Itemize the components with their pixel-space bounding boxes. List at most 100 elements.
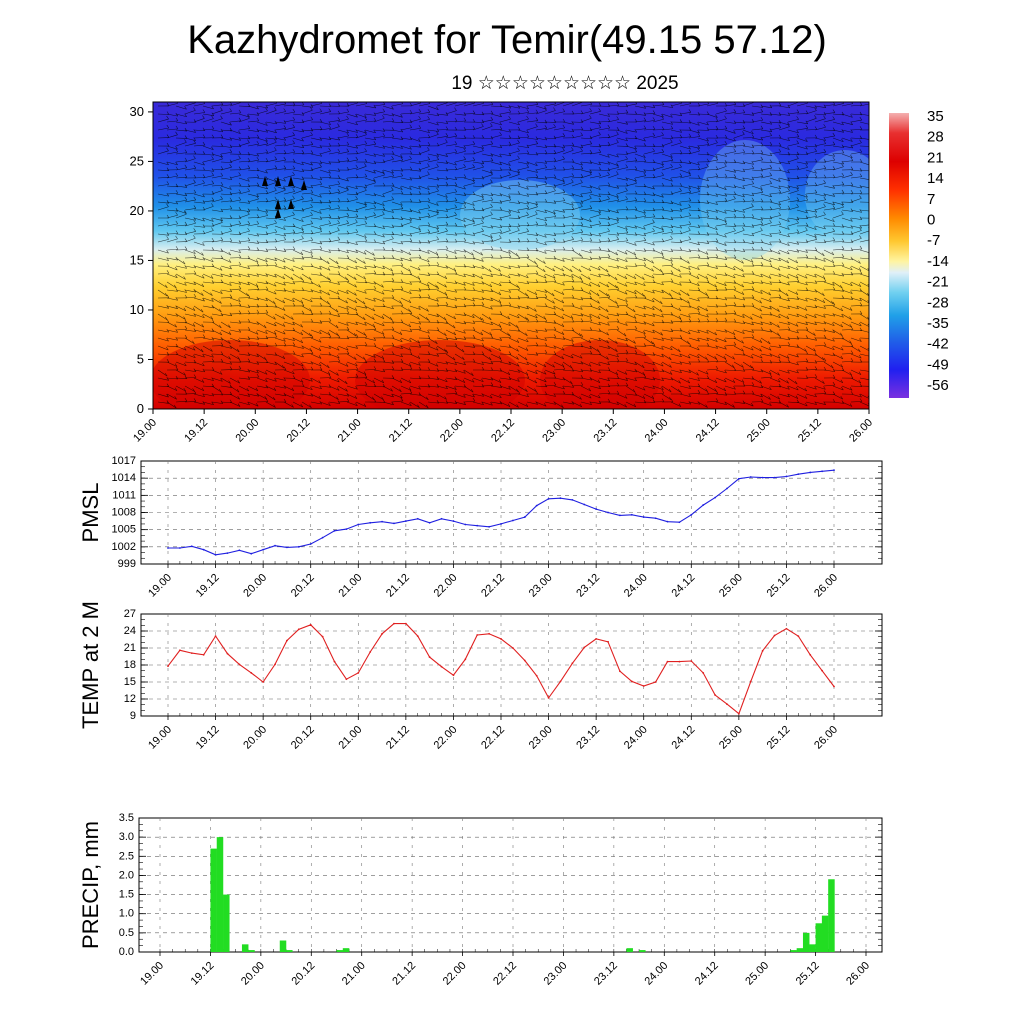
xtick-label: 22.00: [432, 572, 460, 600]
data-point: [274, 544, 276, 547]
xtick-label: 26.00: [812, 724, 840, 752]
xtick-label: 21.00: [340, 960, 368, 988]
data-point: [238, 663, 241, 666]
colorbar-label: 7: [927, 191, 935, 208]
xtick-label: 23.12: [574, 572, 602, 600]
data-point: [202, 653, 205, 656]
data-point: [749, 476, 752, 478]
data-point: [571, 662, 574, 665]
data-point: [726, 487, 728, 490]
xtick-label: 22.00: [441, 960, 469, 988]
data-point: [297, 545, 300, 548]
ytick-label: 2.0: [119, 869, 134, 881]
data-point: [821, 669, 824, 672]
data-point: [737, 712, 740, 715]
cross-xtick-label: 19.00: [131, 417, 159, 445]
data-point: [630, 680, 633, 683]
xtick-label: 22.12: [491, 960, 519, 988]
data-point: [607, 511, 609, 514]
data-point: [690, 660, 693, 662]
ytick-label: 3.5: [119, 812, 134, 824]
ytick-label: 24: [124, 625, 136, 637]
data-point: [559, 680, 562, 683]
data-point: [773, 634, 776, 637]
precip-bar: [790, 950, 797, 952]
xtick-label: 23.00: [542, 960, 570, 988]
wind-barbs: [157, 102, 869, 409]
colorbar-label: -42: [927, 336, 949, 353]
data-point: [190, 652, 193, 654]
data-point: [452, 674, 455, 677]
colorbar-label: -14: [927, 253, 949, 270]
wind-flag: [275, 199, 281, 209]
panel-frame: [138, 817, 883, 953]
data-point: [321, 536, 324, 539]
data-point: [702, 504, 705, 506]
colorbar-label: -7: [927, 232, 940, 249]
xtick-label: 23.12: [592, 960, 620, 988]
xtick-label: 23.12: [574, 724, 602, 752]
xtick-label: 26.00: [844, 960, 872, 988]
cross-ytick-label: 20: [130, 203, 144, 218]
data-point: [642, 516, 645, 518]
xtick-label: 21.12: [384, 572, 412, 600]
data-point: [357, 672, 360, 674]
cross-ytick-label: 0: [137, 401, 144, 416]
data-point: [714, 496, 716, 499]
ytick-label: 1.5: [119, 889, 134, 901]
ytick-label: 0.5: [119, 927, 134, 939]
data-point: [440, 517, 443, 520]
data-point: [761, 649, 764, 652]
data-point: [440, 665, 443, 668]
data-point: [428, 521, 431, 524]
wind-flag: [262, 176, 268, 186]
data-point: [297, 628, 300, 631]
cross-xtick-label: 24.12: [694, 417, 722, 445]
data-point: [583, 503, 586, 506]
ytick-label: 1008: [112, 507, 136, 519]
cross-xtick-label: 24.00: [643, 417, 671, 445]
wind-flag: [301, 180, 307, 190]
ytick-label: 1005: [112, 524, 136, 536]
precip-bar: [286, 950, 293, 952]
precip-bar: [210, 848, 217, 952]
data-point: [345, 678, 348, 681]
xtick-label: 24.00: [622, 724, 650, 752]
data-point: [666, 660, 669, 663]
ytick-label: 1.0: [119, 908, 134, 920]
ytick-label: 3.0: [119, 831, 134, 843]
cross-ytick-label: 30: [130, 104, 144, 119]
data-point: [773, 476, 776, 479]
ytick-label: 27: [124, 608, 136, 620]
colorbar-label: 35: [927, 108, 944, 125]
y-axis-label: PRECIP, mm: [78, 821, 103, 949]
xtick-label: 20.00: [239, 960, 267, 988]
xtick-label: 25.12: [765, 572, 793, 600]
xtick-label: 25.00: [717, 572, 745, 600]
data-point: [345, 528, 348, 530]
data-point: [333, 660, 336, 663]
xtick-label: 22.00: [432, 724, 460, 752]
xtick-label: 21.00: [336, 724, 364, 752]
data-point: [559, 497, 562, 500]
data-point: [369, 651, 372, 653]
data-point: [666, 520, 669, 523]
data-point: [714, 694, 716, 696]
xtick-label: 22.12: [479, 724, 507, 752]
cross-xtick-label: 19.12: [182, 417, 210, 445]
data-point: [737, 477, 740, 480]
data-point: [452, 520, 455, 522]
precip-bar: [241, 944, 249, 952]
data-point: [262, 548, 265, 551]
colorbar-label: 28: [927, 129, 944, 146]
y-axis-label: TEMP at 2 M: [78, 601, 103, 729]
precip-bar: [809, 944, 816, 952]
data-point: [547, 696, 550, 699]
data-point: [464, 523, 467, 526]
precip-bar: [342, 948, 350, 952]
xtick-label: 19.12: [194, 572, 222, 600]
cross-xtick-label: 25.00: [745, 417, 773, 445]
cross-ytick-label: 25: [130, 153, 144, 168]
xtick-label: 21.12: [390, 960, 418, 988]
data-point: [333, 529, 336, 532]
